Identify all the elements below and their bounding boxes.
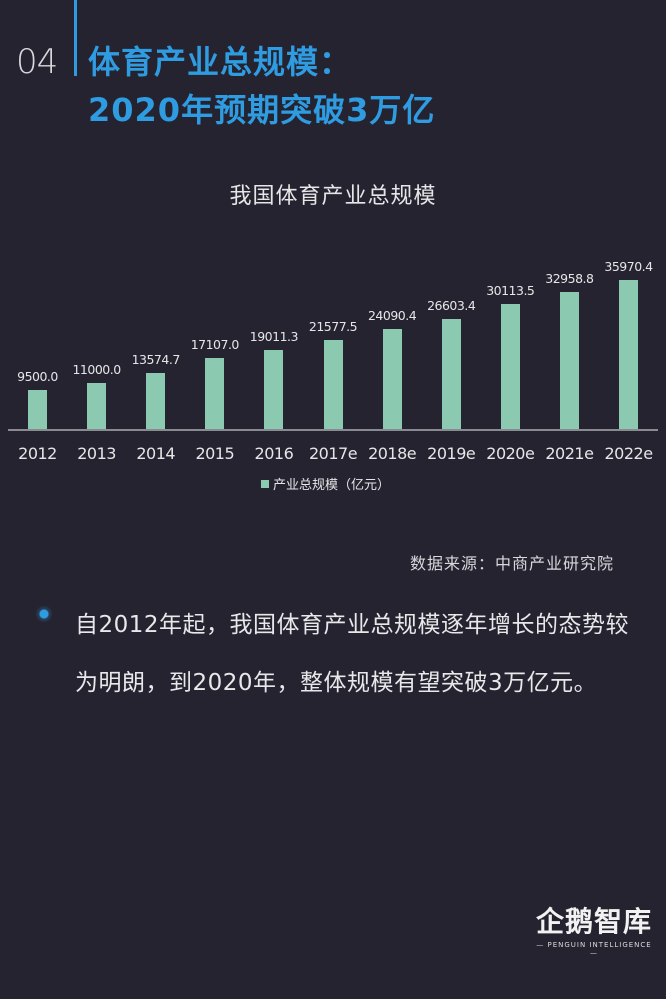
bar-2022e	[619, 280, 638, 429]
legend-swatch	[261, 479, 269, 488]
x-tick-label: 2015	[195, 444, 235, 463]
bar-2017e	[323, 339, 343, 429]
logo-en: — PENGUIN INTELLIGENCE —	[536, 941, 652, 957]
logo-cn: 企鹅智库	[535, 905, 652, 938]
value-label: 17107.0	[190, 337, 240, 353]
chart-legend: 产业总规模（亿元）	[261, 474, 390, 493]
x-axis-line	[8, 429, 658, 431]
body-text: 自2012年起，我国体育产业总规模逐年增长的态势较为明朗，到2020年，整体规模…	[75, 612, 630, 696]
legend-label: 产业总规模（亿元）	[273, 478, 391, 493]
x-tick-label: 2022e	[604, 444, 653, 463]
value-label: 32958.8	[545, 271, 594, 287]
value-label: 30113.5	[486, 283, 535, 299]
penguin-intelligence-logo: 企鹅智库 — PENGUIN INTELLIGENCE —	[534, 905, 654, 957]
bar-2015	[205, 358, 225, 429]
chart-title: 我国体育产业总规模	[229, 184, 437, 209]
x-tick-label: 2019e	[427, 444, 476, 463]
bar-2014	[146, 372, 166, 429]
bar-2018e	[382, 329, 402, 429]
value-label: 13574.7	[131, 351, 181, 367]
x-tick-label: 2018e	[368, 444, 417, 463]
bar-2013	[87, 383, 107, 429]
page-title: 体育产业总规模： 2020年预期突破3万亿	[88, 38, 435, 134]
value-label: 19011.3	[249, 329, 299, 345]
bar-2021e	[559, 292, 579, 429]
x-tick-label: 2020e	[486, 444, 535, 463]
value-label: 21577.5	[308, 318, 358, 334]
bar-2012	[28, 389, 47, 429]
value-label: 9500.0	[17, 368, 58, 384]
value-label: 35970.4	[604, 259, 653, 274]
value-label: 26603.4	[427, 297, 476, 313]
data-source: 数据来源：中商产业研究院	[409, 554, 614, 573]
value-label: 11000.0	[72, 362, 121, 378]
x-tick-label: 2021e	[545, 444, 594, 463]
x-tick-label: 2016	[254, 444, 294, 463]
bullet-dot-icon	[35, 605, 53, 623]
header-accent-line	[74, 0, 77, 76]
title-line-1: 体育产业总规模：	[88, 43, 353, 81]
bar-2019e	[441, 318, 461, 429]
value-label: 24090.4	[367, 308, 417, 324]
section-number: 04	[16, 42, 58, 82]
bar-2020e	[500, 304, 520, 429]
bar-2016	[264, 350, 284, 429]
x-tick-label: 2017e	[308, 444, 358, 463]
x-tick-label: 2014	[136, 444, 176, 463]
x-tick-label: 2013	[77, 444, 116, 463]
x-tick-label: 2012	[18, 444, 57, 463]
title-line-2: 2020年预期突破3万亿	[88, 91, 436, 129]
